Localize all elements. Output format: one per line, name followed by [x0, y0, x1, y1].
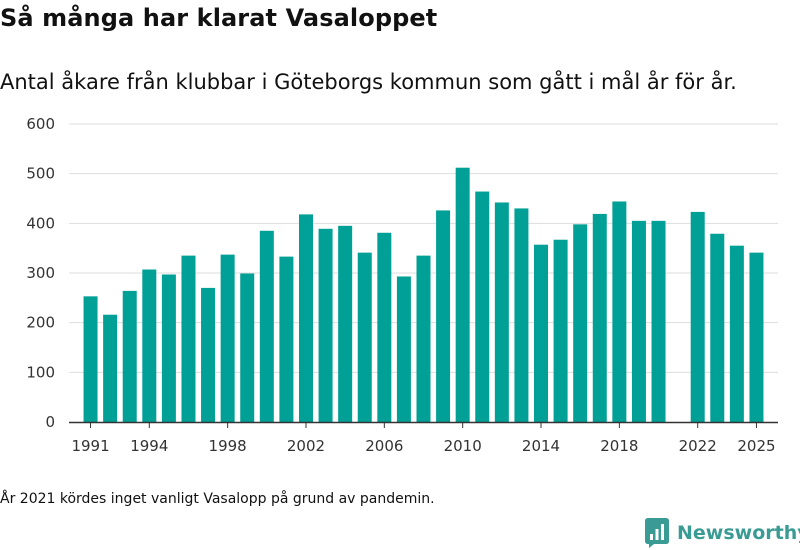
x-tick-label: 2022 [679, 437, 717, 455]
bar-2004 [338, 225, 353, 422]
bar-2006 [377, 232, 392, 422]
y-tick-label: 100 [26, 363, 55, 381]
bar-2008 [416, 255, 431, 422]
bar-2024 [729, 245, 744, 422]
bar-1993 [122, 290, 137, 422]
x-tick-label: 2006 [365, 437, 403, 455]
bar-2018 [612, 201, 627, 422]
x-tick-label: 1994 [130, 437, 168, 455]
page-title: Så många har klarat Vasaloppet [0, 4, 438, 32]
x-tick-label: 2014 [522, 437, 560, 455]
bar-2002 [298, 214, 313, 422]
bar-1991 [83, 296, 98, 422]
x-axis-ticks [90, 422, 757, 428]
bar-2005 [357, 252, 372, 422]
bar-1999 [240, 273, 255, 422]
x-tick-label: 1991 [71, 437, 109, 455]
bar-2007 [396, 276, 411, 422]
bar-2001 [279, 256, 294, 422]
bar-2009 [436, 210, 451, 422]
bar-2000 [259, 230, 274, 422]
newsworthy-logo-icon [645, 518, 669, 548]
chart-subtitle: Antal åkare från klubbar i Göteborgs kom… [0, 70, 737, 94]
x-axis-labels: 1991 1994 1998 2002 2006 2010 2014 2018 2022 2025 [71, 437, 775, 455]
bar-1997 [201, 287, 216, 422]
x-tick-label: 2010 [444, 437, 482, 455]
bar-2020 [651, 220, 666, 422]
y-tick-label: 200 [26, 314, 55, 332]
y-tick-label: 400 [26, 214, 55, 232]
bar-2013 [514, 208, 529, 422]
bar-2023 [710, 233, 725, 422]
y-tick-label: 600 [26, 115, 55, 133]
bar-2016 [573, 224, 588, 422]
bar-2017 [592, 213, 607, 422]
bar-2025 [749, 252, 764, 422]
x-tick-label: 1998 [209, 437, 247, 455]
bar-2014 [534, 244, 549, 422]
x-tick-label: 2018 [600, 437, 638, 455]
bar-2015 [553, 239, 568, 422]
bar-2019 [631, 220, 646, 422]
bar-2011 [475, 191, 490, 422]
x-tick-label: 2002 [287, 437, 325, 455]
bar-1998 [220, 254, 235, 422]
x-tick-label: 2025 [737, 437, 775, 455]
y-tick-label: 500 [26, 165, 55, 183]
y-tick-label: 300 [26, 264, 55, 282]
bar-1995 [161, 274, 176, 422]
bar-2003 [318, 228, 333, 422]
bar-1996 [181, 255, 196, 422]
bar-2022 [690, 211, 705, 422]
bar-chart: 0 100 200 300 400 500 600 1991 1994 1998 2002 2006… [26, 115, 778, 455]
footnote: År 2021 kördes inget vanligt Vasalopp på… [0, 491, 435, 507]
y-axis-labels: 0 100 200 300 400 500 600 [26, 115, 55, 431]
brand[interactable]: Newsworthy [645, 518, 800, 548]
bar-1992 [103, 314, 118, 422]
bar-2010 [455, 167, 470, 422]
y-tick-label: 0 [45, 413, 55, 431]
bar-1994 [142, 269, 157, 422]
bar-2012 [494, 202, 509, 422]
bars [83, 167, 764, 422]
brand-name: Newsworthy [677, 522, 800, 544]
